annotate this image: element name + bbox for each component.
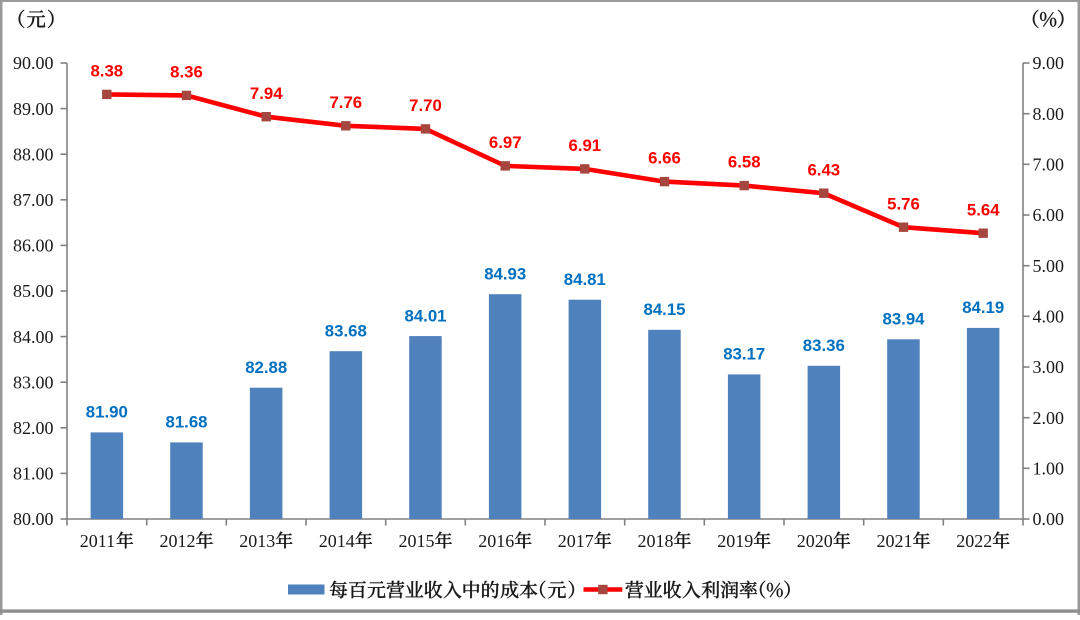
svg-text:2015: 2015 [399, 531, 435, 551]
svg-text:84.00: 84.00 [13, 327, 54, 347]
svg-text:2013: 2013 [239, 531, 275, 551]
svg-text:87.00: 87.00 [13, 190, 54, 210]
svg-text:81.90: 81.90 [86, 403, 128, 422]
svg-text:84.15: 84.15 [644, 300, 686, 319]
svg-text:6.58: 6.58 [728, 153, 761, 172]
svg-text:2020: 2020 [797, 531, 833, 551]
svg-text:81.00: 81.00 [13, 464, 54, 484]
svg-text:83.68: 83.68 [325, 322, 367, 341]
svg-text:7.76: 7.76 [329, 93, 362, 112]
svg-text:84.93: 84.93 [484, 265, 526, 284]
svg-text:6.97: 6.97 [489, 133, 522, 152]
svg-text:84.19: 84.19 [962, 298, 1004, 317]
svg-text:6.00: 6.00 [1033, 205, 1065, 225]
svg-text:4.00: 4.00 [1033, 307, 1065, 327]
svg-text:89.00: 89.00 [13, 99, 54, 119]
svg-text:2017: 2017 [558, 531, 594, 551]
svg-text:2016: 2016 [478, 531, 514, 551]
svg-text:2021: 2021 [877, 531, 913, 551]
svg-text:8.00: 8.00 [1033, 104, 1065, 124]
svg-text:83.00: 83.00 [13, 372, 54, 392]
svg-text:2011: 2011 [80, 531, 115, 551]
svg-text:2014: 2014 [319, 531, 355, 551]
svg-text:0.00: 0.00 [1033, 509, 1065, 529]
svg-text:82.00: 82.00 [13, 418, 54, 438]
svg-text:8.38: 8.38 [90, 62, 123, 81]
svg-text:81.68: 81.68 [166, 413, 208, 432]
svg-text:84.01: 84.01 [405, 306, 447, 325]
svg-text:3.00: 3.00 [1033, 357, 1065, 377]
svg-text:88.00: 88.00 [13, 144, 54, 164]
svg-text:80.00: 80.00 [13, 509, 54, 529]
svg-text:86.00: 86.00 [13, 236, 54, 256]
svg-text:7.70: 7.70 [409, 96, 442, 115]
svg-text:5.64: 5.64 [967, 200, 1000, 219]
svg-text:2019: 2019 [717, 531, 753, 551]
svg-text:85.00: 85.00 [13, 281, 54, 301]
svg-text:2022: 2022 [956, 531, 992, 551]
svg-text:7.94: 7.94 [250, 84, 283, 103]
svg-text:6.91: 6.91 [568, 136, 601, 155]
svg-text:84.81: 84.81 [564, 270, 606, 289]
svg-text:8.36: 8.36 [170, 63, 203, 82]
svg-text:2018: 2018 [638, 531, 674, 551]
svg-text:9.00: 9.00 [1033, 53, 1065, 73]
svg-text:6.66: 6.66 [648, 149, 681, 168]
svg-text:5.00: 5.00 [1033, 256, 1065, 276]
svg-text:83.94: 83.94 [883, 310, 926, 329]
svg-text:2012: 2012 [160, 531, 196, 551]
svg-text:6.43: 6.43 [807, 160, 840, 179]
svg-text:83.17: 83.17 [723, 345, 765, 364]
svg-text:5.76: 5.76 [887, 194, 920, 213]
svg-text:1.00: 1.00 [1033, 459, 1065, 479]
svg-text:2.00: 2.00 [1033, 408, 1065, 428]
svg-text:82.88: 82.88 [245, 358, 287, 377]
svg-text:90.00: 90.00 [13, 53, 54, 73]
svg-text:83.36: 83.36 [803, 336, 845, 355]
svg-text:7.00: 7.00 [1033, 155, 1065, 175]
